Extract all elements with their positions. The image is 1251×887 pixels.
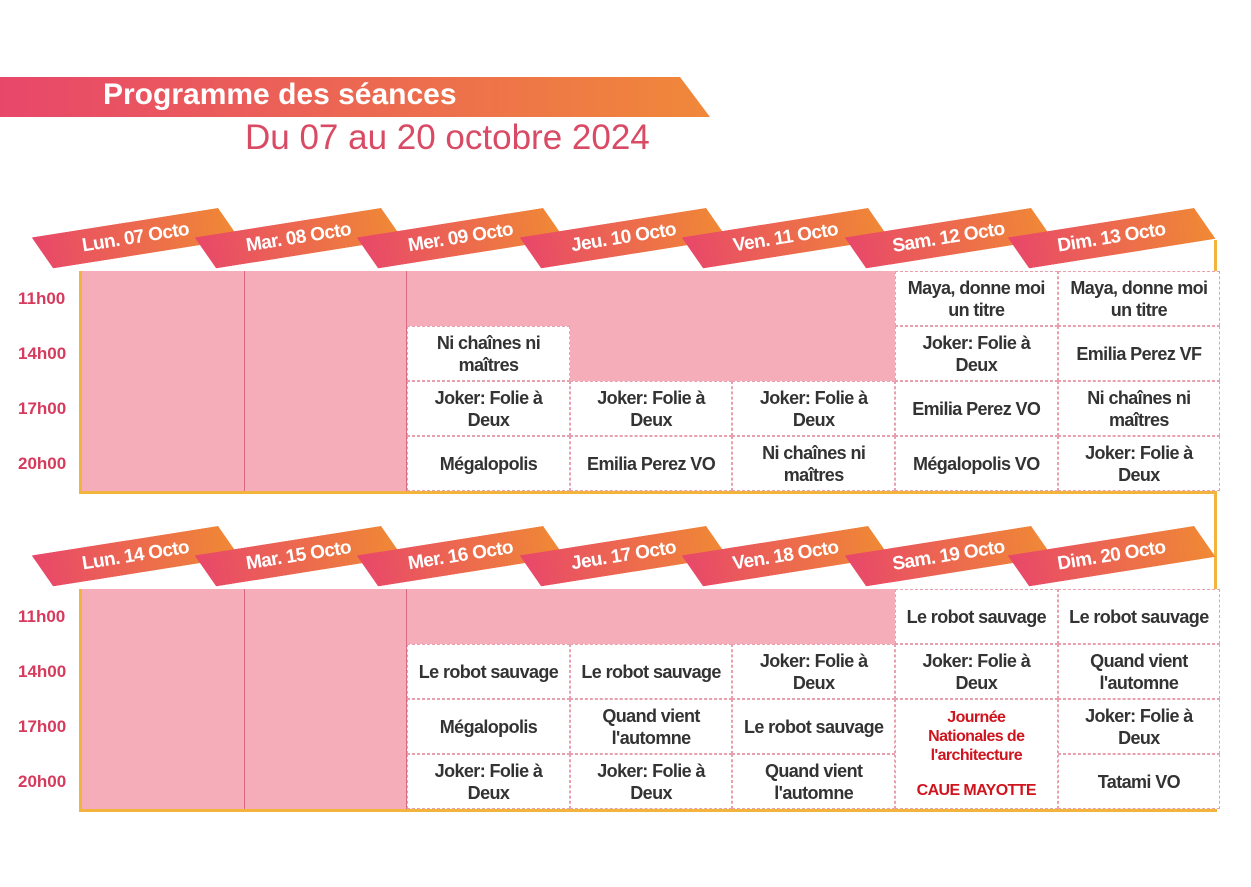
empty-slot — [82, 326, 245, 381]
event-title: Journée Nationales de l'architecture — [928, 709, 1025, 764]
session: Joker: Folie à Deux — [1057, 699, 1221, 754]
session: Joker: Folie à Deux — [407, 754, 570, 809]
session: Le robot sauvage — [407, 644, 570, 699]
session: Quand vient l'automne — [1057, 644, 1221, 699]
session: Ni chaînes ni maîtres — [1057, 381, 1221, 436]
session: Tatami VO — [1057, 754, 1221, 809]
empty-slot — [244, 589, 408, 644]
time-label: 14h00 — [18, 343, 67, 363]
empty-slot — [244, 754, 408, 809]
frame-line — [79, 809, 1217, 812]
session: Quand vient l'automne — [732, 754, 895, 809]
frame-line — [79, 491, 1217, 494]
session: Joker: Folie à Deux — [407, 381, 570, 436]
session: Le robot sauvage — [1057, 589, 1221, 644]
empty-slot — [82, 381, 245, 436]
session: Mégalopolis VO — [895, 436, 1058, 491]
empty-slot — [569, 326, 733, 381]
session: Joker: Folie à Deux — [1057, 436, 1221, 491]
session: Emilia Perez VF — [1057, 326, 1221, 381]
session: Ni chaînes ni maîtres — [732, 436, 895, 491]
empty-slot — [244, 381, 408, 436]
empty-slot — [732, 271, 895, 326]
time-label: 11h00 — [18, 288, 66, 308]
frame-line — [79, 589, 82, 811]
session: Joker: Folie à Deux — [732, 381, 895, 436]
frame-line — [79, 271, 82, 493]
session: Mégalopolis — [407, 436, 570, 491]
session: Maya, donne moi un titre — [1057, 271, 1221, 326]
empty-slot — [82, 436, 245, 491]
empty-slot — [407, 589, 570, 644]
empty-slot — [244, 644, 408, 699]
empty-slot — [244, 326, 408, 381]
session: Maya, donne moi un titre — [895, 271, 1058, 326]
session: Joker: Folie à Deux — [895, 644, 1058, 699]
empty-slot — [82, 754, 245, 809]
empty-slot — [82, 589, 245, 644]
empty-slot — [732, 326, 895, 381]
time-label: 20h00 — [18, 771, 67, 791]
frame-line — [1214, 240, 1217, 811]
empty-slot — [244, 699, 408, 754]
session: Quand vient l'automne — [569, 699, 733, 754]
session: Emilia Perez VO — [569, 436, 733, 491]
day-header: Dim. 20 Octo — [1007, 523, 1215, 589]
empty-slot — [82, 699, 245, 754]
event-organizer: CAUE MAYOTTE — [916, 782, 1037, 799]
session: Le robot sauvage — [732, 699, 895, 754]
time-label: 20h00 — [18, 453, 67, 473]
session: Joker: Folie à Deux — [895, 326, 1058, 381]
time-label: 17h00 — [18, 716, 67, 736]
session: Joker: Folie à Deux — [569, 381, 733, 436]
title-banner — [0, 77, 710, 117]
empty-slot — [569, 271, 733, 326]
empty-slot — [732, 589, 895, 644]
event: Journée Nationales de l'architecture CAUE… — [895, 699, 1058, 809]
time-label: 14h00 — [18, 661, 67, 681]
session: Le robot sauvage — [569, 644, 733, 699]
empty-slot — [244, 436, 408, 491]
session: Ni chaînes ni maîtres — [407, 326, 570, 381]
empty-slot — [82, 644, 245, 699]
session: Le robot sauvage — [895, 589, 1058, 644]
empty-slot — [82, 271, 245, 326]
empty-slot — [244, 271, 408, 326]
session: Mégalopolis — [407, 699, 570, 754]
empty-slot — [407, 271, 570, 326]
time-label: 11h00 — [18, 606, 66, 626]
session: Joker: Folie à Deux — [732, 644, 895, 699]
session: Emilia Perez VO — [895, 381, 1058, 436]
subtitle: Du 07 au 20 octobre 2024 — [245, 118, 650, 157]
time-label: 17h00 — [18, 398, 67, 418]
title: Programme des séances — [103, 78, 457, 111]
session: Joker: Folie à Deux — [569, 754, 733, 809]
day-header: Dim. 13 Octo — [1007, 205, 1215, 271]
empty-slot — [569, 589, 733, 644]
